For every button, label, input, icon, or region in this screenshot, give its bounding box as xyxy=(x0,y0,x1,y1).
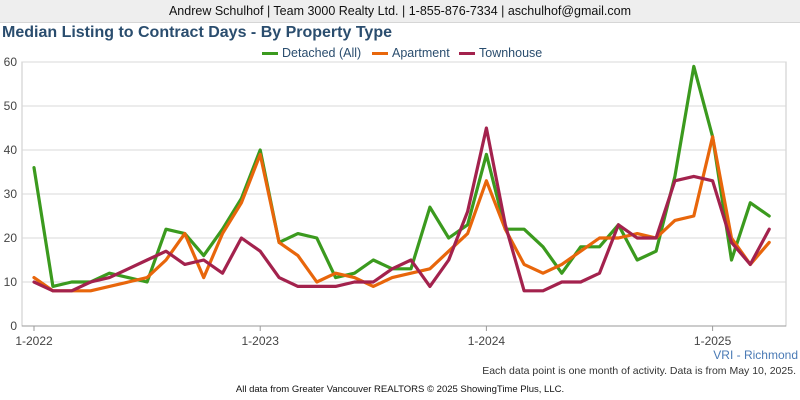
contact-header: Andrew Schulhof | Team 3000 Realty Ltd. … xyxy=(0,0,800,23)
y-tick-label: 40 xyxy=(4,143,18,157)
legend-label-detached: Detached (All) xyxy=(282,46,362,60)
legend-swatch-detached xyxy=(262,51,278,55)
legend-item-townhouse: Townhouse xyxy=(459,46,542,60)
series-layer xyxy=(32,64,771,293)
y-tick-label: 0 xyxy=(10,319,17,333)
y-tick-label: 60 xyxy=(4,55,18,69)
series-line-apartment xyxy=(32,135,771,293)
footer-credit: All data from Greater Vancouver REALTORS… xyxy=(235,384,565,395)
legend-swatch-apartment xyxy=(372,51,388,55)
y-tick-label: 30 xyxy=(4,187,18,201)
series-line-detached-all xyxy=(32,64,771,288)
contact-text: Andrew Schulhof | Team 3000 Realty Ltd. … xyxy=(168,4,632,18)
x-tick-label: 1-2023 xyxy=(242,334,280,348)
chart-title: Median Listing to Contract Days - By Pro… xyxy=(2,24,392,41)
legend-item-apartment: Apartment xyxy=(372,46,450,60)
legend-item-detached: Detached (All) xyxy=(262,46,361,60)
y-tick-label: 20 xyxy=(4,231,18,245)
legend-label-townhouse: Townhouse xyxy=(479,46,543,60)
x-tick-label: 1-2024 xyxy=(468,334,506,348)
y-tick-label: 10 xyxy=(4,275,18,289)
series-line-townhouse xyxy=(32,126,771,293)
axis-layer: 0 10 20 30 40 50 60 1-2022 1-2023 1-2024 1-2025 xyxy=(4,55,786,348)
legend-label-apartment: Apartment xyxy=(392,46,450,60)
region-label: VRI - Richmond xyxy=(713,348,798,362)
x-tick-label: 1-2022 xyxy=(15,334,53,348)
x-tick-label: 1-2025 xyxy=(694,334,732,348)
y-tick-label: 50 xyxy=(4,99,18,113)
chart-legend: Detached (All) Apartment Townhouse xyxy=(0,46,800,62)
data-note: Each data point is one month of activity… xyxy=(482,365,796,377)
legend-swatch-townhouse xyxy=(459,51,475,55)
